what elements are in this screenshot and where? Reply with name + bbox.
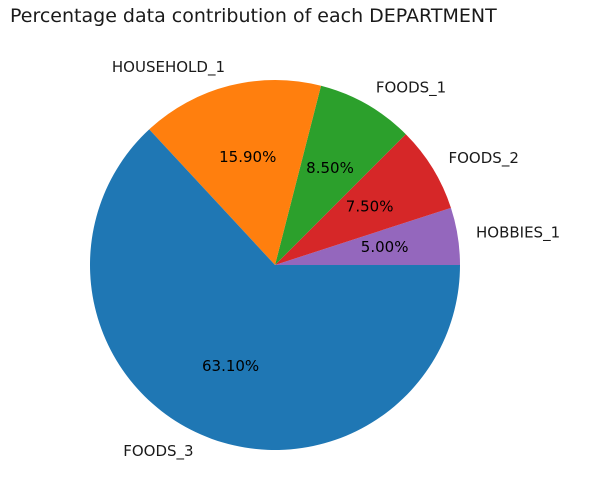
slice-foods-3 <box>89 129 461 451</box>
pie-labels: HOBBIES_1 5.00% FOODS_2 7.50% FOODS_1 8.50% HO… <box>112 58 560 461</box>
percent-label-foods-2: 7.50% <box>346 198 394 216</box>
percent-label-hobbies-1: 5.00% <box>361 238 409 256</box>
chart-title: Percentage data contribution of each DEP… <box>10 5 497 27</box>
percent-label-foods-1: 8.50% <box>306 159 354 177</box>
slice-household-1 <box>149 79 322 265</box>
percent-label-household-1: 15.90% <box>219 148 276 166</box>
slice-foods-1 <box>275 85 406 265</box>
category-label-household-1: HOUSEHOLD_1 <box>112 58 225 77</box>
category-label-hobbies-1: HOBBIES_1 <box>476 224 560 243</box>
pie-slices <box>89 79 461 451</box>
slice-foods-2 <box>275 134 451 265</box>
category-label-foods-1: FOODS_1 <box>376 79 446 98</box>
category-label-foods-3: FOODS_3 <box>123 442 193 461</box>
category-label-foods-2: FOODS_2 <box>449 149 519 168</box>
percent-label-foods-3: 63.10% <box>202 357 259 375</box>
slice-hobbies-1 <box>275 207 461 265</box>
